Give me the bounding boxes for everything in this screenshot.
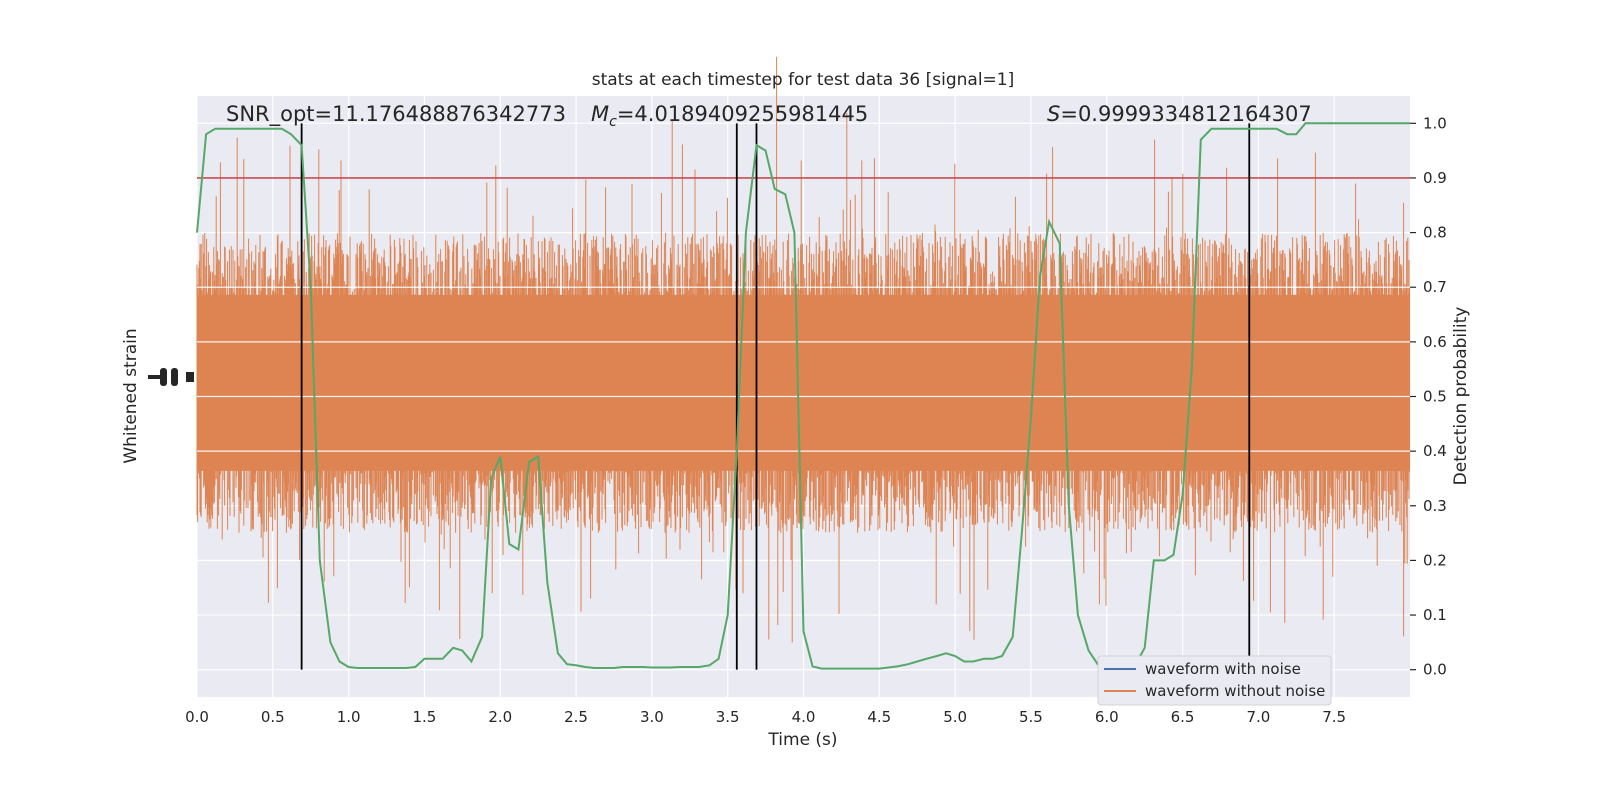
- x-axis-label: Time (s): [767, 730, 837, 750]
- x-axis-ticks: 0.0 0.5 1.0 1.5 2.0 2.5 3.0 3.5 4.0 4.5 5.0 5.5 6.0 6…: [185, 708, 1346, 726]
- x-tick-label: 0.5: [261, 708, 285, 726]
- x-tick-label: 4.5: [867, 708, 891, 726]
- y-tick-label: 0.1: [1423, 606, 1447, 624]
- y-tick-label: 0.0: [1423, 661, 1447, 679]
- x-tick-label: 5.0: [943, 708, 967, 726]
- y-tick-label: 0.5: [1423, 388, 1447, 406]
- x-tick-label: 7.5: [1322, 708, 1346, 726]
- chirp-mass-annotation: Mc=4.0189409255981445: [591, 102, 868, 130]
- y-right-axis-label: Detection probability: [1451, 307, 1471, 486]
- legend-box: [1097, 655, 1332, 706]
- x-tick-label: 4.0: [792, 708, 816, 726]
- x-tick-label: 1.5: [413, 708, 437, 726]
- y-tick-label: 0.8: [1423, 224, 1447, 242]
- y-tick-label: 0.3: [1423, 497, 1447, 515]
- probability-line: [196, 122, 1410, 670]
- x-tick-label: 7.0: [1246, 708, 1270, 726]
- score-annotation: S=0.9999334812164307: [1047, 102, 1312, 126]
- y-tick-label: 0.9: [1423, 169, 1447, 187]
- probability-curve: [196, 122, 1410, 670]
- y-tick-label: 1.0: [1423, 114, 1447, 132]
- x-tick-label: 6.0: [1095, 708, 1119, 726]
- y-tick-label: 0.6: [1423, 333, 1447, 351]
- y-left-ticks-collapsed: [148, 368, 194, 386]
- legend: waveform with noise waveform without noi…: [1097, 655, 1332, 706]
- x-tick-label: 5.5: [1019, 708, 1043, 726]
- x-tick-label: 3.0: [640, 708, 664, 726]
- vertical-markers: [300, 123, 1251, 670]
- legend-label-with-noise: waveform with noise: [1145, 660, 1301, 678]
- x-tick-label: 3.5: [716, 708, 740, 726]
- y-tick-label: 0.4: [1423, 442, 1447, 460]
- x-tick-label: 1.0: [337, 708, 361, 726]
- x-tick-label: 2.5: [564, 708, 588, 726]
- legend-label-without-noise: waveform without noise: [1145, 682, 1325, 700]
- y-tick-label: 0.2: [1423, 551, 1447, 569]
- strain-band: [196, 56, 1411, 643]
- chart-title: stats at each timestep for test data 36 …: [592, 70, 1015, 90]
- x-tick-label: 2.0: [488, 708, 512, 726]
- x-tick-label: 6.5: [1171, 708, 1195, 726]
- y-tick-label: 0.7: [1423, 278, 1447, 296]
- y-left-axis-label: Whitened strain: [121, 328, 141, 463]
- y-right-axis-ticks: 0.0 0.1 0.2 0.3 0.4 0.5 0.6 0.7 0.8 0.9 1.0: [1410, 114, 1447, 679]
- snr-annotation: SNR_opt=11.176488876342773: [226, 102, 566, 127]
- x-tick-label: 0.0: [185, 708, 209, 726]
